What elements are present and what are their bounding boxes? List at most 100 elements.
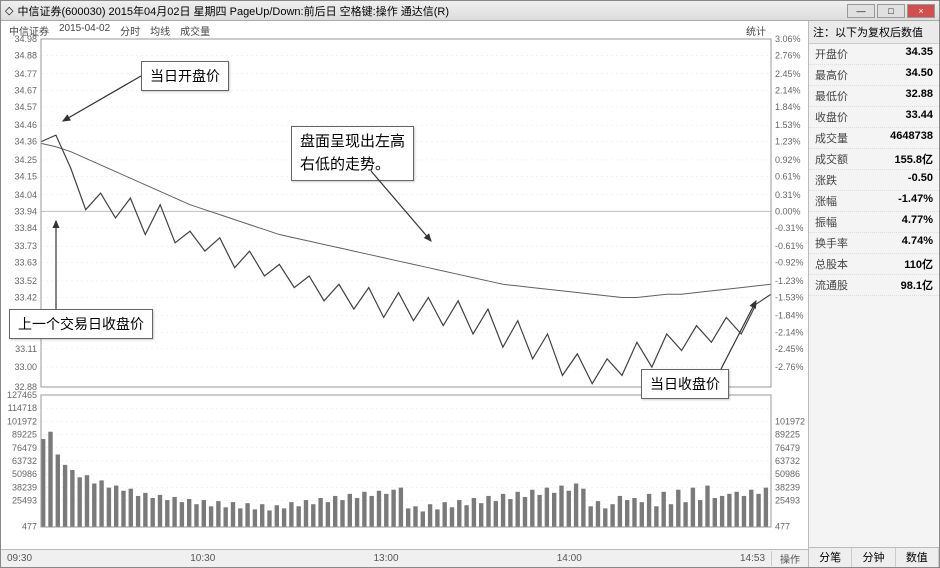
sidebar-row: 涨幅 -1.47% bbox=[809, 191, 939, 212]
time-label: 09:30 bbox=[1, 553, 38, 564]
operate-button[interactable]: 操作 bbox=[771, 551, 808, 566]
sidebar-row: 成交额 155.8亿 bbox=[809, 149, 939, 170]
svg-text:2.14%: 2.14% bbox=[775, 85, 801, 95]
svg-text:34.25: 34.25 bbox=[14, 155, 37, 165]
sidebar-row: 振幅 4.77% bbox=[809, 212, 939, 233]
sidebar-row-value: -0.50 bbox=[908, 172, 933, 188]
sidebar-row-value: 4.77% bbox=[902, 214, 933, 230]
svg-text:1.23%: 1.23% bbox=[775, 137, 801, 147]
svg-text:2.76%: 2.76% bbox=[775, 51, 801, 61]
sidebar-row: 换手率 4.74% bbox=[809, 233, 939, 254]
svg-text:0.00%: 0.00% bbox=[775, 206, 801, 216]
sidebar-rows: 开盘价34.35最高价34.50最低价32.88收盘价33.44成交量46487… bbox=[809, 44, 939, 547]
sidebar-row: 开盘价34.35 bbox=[809, 44, 939, 65]
svg-text:-0.92%: -0.92% bbox=[775, 258, 804, 268]
svg-text:89225: 89225 bbox=[12, 430, 37, 440]
svg-text:101972: 101972 bbox=[7, 416, 37, 426]
maximize-button[interactable]: □ bbox=[877, 4, 905, 18]
annotation-open-price: 当日开盘价 bbox=[141, 61, 229, 91]
sidebar-row: 流通股 98.1亿 bbox=[809, 275, 939, 296]
svg-text:32.88: 32.88 bbox=[14, 382, 37, 391]
svg-text:0.31%: 0.31% bbox=[775, 190, 801, 200]
svg-text:89225: 89225 bbox=[775, 430, 800, 440]
svg-text:33.63: 33.63 bbox=[14, 258, 37, 268]
svg-text:34.57: 34.57 bbox=[14, 102, 37, 112]
time-label: 13:00 bbox=[368, 553, 405, 564]
chart-area: 中信证券 2015-04-02 分时 均线 成交量 统计 34.9834.883… bbox=[1, 21, 809, 567]
app-icon: ◇ bbox=[5, 4, 13, 17]
svg-text:76479: 76479 bbox=[12, 443, 37, 453]
svg-text:-2.14%: -2.14% bbox=[775, 327, 804, 337]
annotation-trend-line2: 右低的走势。 bbox=[300, 156, 390, 173]
time-label: 14:00 bbox=[551, 553, 588, 564]
svg-text:50986: 50986 bbox=[775, 469, 800, 479]
sidebar-row-value: 32.88 bbox=[905, 88, 933, 104]
sidebar-row-label: 流通股 bbox=[815, 277, 848, 293]
sidebar-row-label: 换手率 bbox=[815, 235, 848, 251]
sidebar-header: 注：以下为复权后数值 bbox=[809, 21, 939, 44]
annotation-trend: 盘面呈现出左高 右低的走势。 bbox=[291, 126, 414, 181]
sidebar-row: 涨跌 -0.50 bbox=[809, 170, 939, 191]
svg-text:477: 477 bbox=[22, 522, 37, 531]
window-title: 中信证券(600030) 2015年04月02日 星期四 PageUp/Down… bbox=[17, 3, 449, 19]
time-label: 10:30 bbox=[184, 553, 221, 564]
svg-text:-0.61%: -0.61% bbox=[775, 241, 804, 251]
sidebar-row-value: 155.8亿 bbox=[894, 151, 933, 167]
sidebar-row: 收盘价33.44 bbox=[809, 107, 939, 128]
sidebar-row-value: 34.50 bbox=[905, 67, 933, 83]
svg-text:477: 477 bbox=[775, 522, 790, 531]
tab-fenzhong[interactable]: 分钟 bbox=[852, 548, 895, 567]
sidebar-row-value: 98.1亿 bbox=[901, 277, 933, 293]
svg-text:33.84: 33.84 bbox=[14, 223, 37, 233]
svg-text:33.42: 33.42 bbox=[14, 293, 37, 303]
svg-text:25493: 25493 bbox=[12, 496, 37, 506]
volume-chart: 127465 114718 101972 89225 76479 63732 50986 38… bbox=[1, 391, 811, 531]
sidebar-row-label: 收盘价 bbox=[815, 109, 848, 125]
sidebar-row-value: -1.47% bbox=[898, 193, 933, 209]
info-sidebar: 注：以下为复权后数值 开盘价34.35最高价34.50最低价32.88收盘价33… bbox=[809, 21, 939, 567]
svg-text:34.88: 34.88 bbox=[14, 51, 37, 61]
sidebar-row: 最高价 34.50 bbox=[809, 65, 939, 86]
annotation-prev-close: 上一个交易日收盘价 bbox=[9, 309, 153, 339]
svg-text:114718: 114718 bbox=[8, 403, 37, 413]
svg-text:-1.23%: -1.23% bbox=[775, 276, 804, 286]
annotation-close-price: 当日收盘价 bbox=[641, 369, 729, 399]
svg-text:127465: 127465 bbox=[7, 391, 37, 400]
titlebar: ◇ 中信证券(600030) 2015年04月02日 星期四 PageUp/Do… bbox=[1, 1, 939, 21]
minimize-button[interactable]: — bbox=[847, 4, 875, 18]
svg-text:34.98: 34.98 bbox=[14, 34, 37, 44]
svg-text:38239: 38239 bbox=[775, 482, 800, 492]
svg-text:0.61%: 0.61% bbox=[775, 172, 801, 182]
time-axis-bar: 09:30 10:30 13:00 14:00 14:53 操作 bbox=[1, 549, 808, 567]
svg-text:34.04: 34.04 bbox=[14, 190, 37, 200]
svg-text:0.92%: 0.92% bbox=[775, 155, 801, 165]
sidebar-row-label: 涨幅 bbox=[815, 193, 837, 209]
sidebar-row-label: 涨跌 bbox=[815, 172, 837, 188]
svg-text:-1.84%: -1.84% bbox=[775, 311, 804, 321]
sidebar-row-value: 4.74% bbox=[902, 235, 933, 251]
svg-text:63732: 63732 bbox=[12, 456, 37, 466]
svg-text:38239: 38239 bbox=[12, 482, 37, 492]
tab-fenbi[interactable]: 分笔 bbox=[809, 548, 852, 567]
svg-text:34.67: 34.67 bbox=[14, 85, 37, 95]
tab-shuzhi[interactable]: 数值 bbox=[896, 548, 939, 567]
sidebar-row-value: 4648738 bbox=[890, 130, 933, 146]
sidebar-row-label: 开盘价 bbox=[815, 46, 848, 62]
svg-text:34.46: 34.46 bbox=[14, 120, 37, 130]
svg-text:34.36: 34.36 bbox=[14, 137, 37, 147]
svg-text:1.84%: 1.84% bbox=[775, 102, 801, 112]
svg-text:-0.31%: -0.31% bbox=[775, 223, 804, 233]
sidebar-row-value: 110亿 bbox=[904, 256, 933, 272]
sidebar-row-label: 最高价 bbox=[815, 67, 848, 83]
time-label: 14:53 bbox=[734, 553, 771, 564]
svg-text:2.45%: 2.45% bbox=[775, 69, 801, 79]
sidebar-row-label: 成交额 bbox=[815, 151, 848, 167]
sidebar-row-label: 振幅 bbox=[815, 214, 837, 230]
svg-text:33.73: 33.73 bbox=[14, 241, 37, 251]
svg-text:63732: 63732 bbox=[775, 456, 800, 466]
svg-text:34.77: 34.77 bbox=[14, 69, 37, 79]
sidebar-row-label: 成交量 bbox=[815, 130, 848, 146]
svg-text:33.00: 33.00 bbox=[14, 362, 37, 372]
svg-text:-2.76%: -2.76% bbox=[775, 362, 804, 372]
close-button[interactable]: × bbox=[907, 4, 935, 18]
